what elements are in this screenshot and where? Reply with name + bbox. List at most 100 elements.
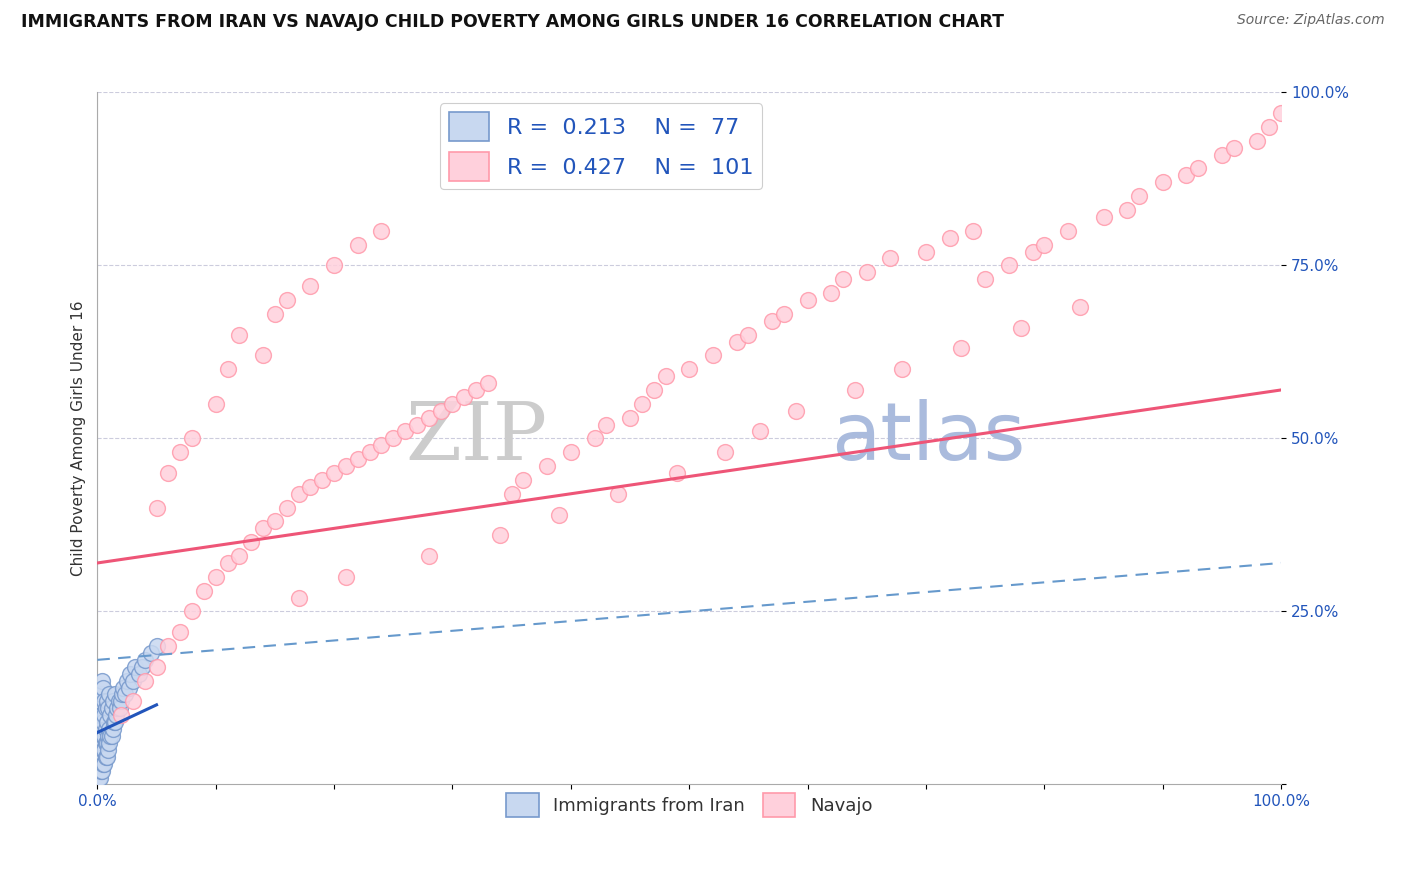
Point	[124, 660, 146, 674]
Point	[512, 473, 534, 487]
Point	[90, 764, 112, 778]
Point	[97, 701, 120, 715]
Point	[96, 736, 118, 750]
Point	[749, 425, 772, 439]
Point	[193, 583, 215, 598]
Point	[477, 376, 499, 390]
Point	[98, 722, 121, 736]
Point	[1021, 244, 1043, 259]
Point	[217, 362, 239, 376]
Point	[89, 694, 111, 708]
Point	[103, 715, 125, 730]
Point	[228, 549, 250, 563]
Point	[91, 743, 114, 757]
Point	[276, 500, 298, 515]
Point	[134, 653, 156, 667]
Point	[169, 625, 191, 640]
Point	[91, 756, 114, 771]
Point	[107, 694, 129, 708]
Point	[702, 348, 724, 362]
Point	[287, 487, 309, 501]
Point	[89, 715, 111, 730]
Point	[264, 515, 287, 529]
Point	[93, 708, 115, 723]
Point	[962, 224, 984, 238]
Point	[98, 688, 121, 702]
Point	[157, 639, 180, 653]
Point	[1175, 169, 1198, 183]
Point	[536, 459, 558, 474]
Point	[1128, 189, 1150, 203]
Point	[1116, 202, 1139, 217]
Point	[394, 425, 416, 439]
Point	[548, 508, 571, 522]
Point	[204, 397, 226, 411]
Point	[382, 431, 405, 445]
Point	[785, 403, 807, 417]
Point	[359, 445, 381, 459]
Point	[91, 729, 114, 743]
Point	[89, 729, 111, 743]
Point	[406, 417, 429, 432]
Point	[89, 708, 111, 723]
Point	[157, 466, 180, 480]
Point	[844, 383, 866, 397]
Y-axis label: Child Poverty Among Girls Under 16: Child Poverty Among Girls Under 16	[72, 301, 86, 576]
Point	[100, 708, 122, 723]
Point	[145, 660, 167, 674]
Point	[713, 445, 735, 459]
Point	[631, 397, 654, 411]
Point	[93, 743, 115, 757]
Point	[796, 293, 818, 307]
Point	[264, 307, 287, 321]
Point	[1246, 134, 1268, 148]
Point	[100, 701, 122, 715]
Point	[1033, 237, 1056, 252]
Point	[370, 224, 392, 238]
Point	[93, 756, 115, 771]
Point	[87, 756, 110, 771]
Point	[101, 722, 124, 736]
Point	[1010, 320, 1032, 334]
Point	[139, 646, 162, 660]
Point	[1258, 120, 1281, 134]
Point	[891, 362, 914, 376]
Point	[121, 694, 143, 708]
Point	[666, 466, 689, 480]
Point	[91, 715, 114, 730]
Point	[501, 487, 523, 501]
Point	[181, 431, 204, 445]
Point	[820, 286, 842, 301]
Point	[1187, 161, 1209, 176]
Point	[96, 694, 118, 708]
Point	[89, 722, 111, 736]
Point	[94, 736, 117, 750]
Point	[111, 688, 134, 702]
Point	[346, 237, 368, 252]
Point	[107, 701, 129, 715]
Point	[97, 743, 120, 757]
Point	[98, 736, 121, 750]
Point	[104, 715, 127, 730]
Point	[737, 327, 759, 342]
Point	[100, 729, 122, 743]
Point	[335, 570, 357, 584]
Point	[108, 701, 131, 715]
Point	[93, 694, 115, 708]
Point	[131, 660, 153, 674]
Point	[465, 383, 488, 397]
Point	[110, 708, 132, 723]
Point	[169, 445, 191, 459]
Point	[121, 673, 143, 688]
Point	[87, 771, 110, 785]
Point	[441, 397, 464, 411]
Point	[145, 500, 167, 515]
Point	[1270, 106, 1292, 120]
Point	[87, 749, 110, 764]
Point	[94, 701, 117, 715]
Point	[855, 265, 877, 279]
Point	[118, 681, 141, 695]
Point	[181, 604, 204, 618]
Point	[104, 688, 127, 702]
Point	[418, 549, 440, 563]
